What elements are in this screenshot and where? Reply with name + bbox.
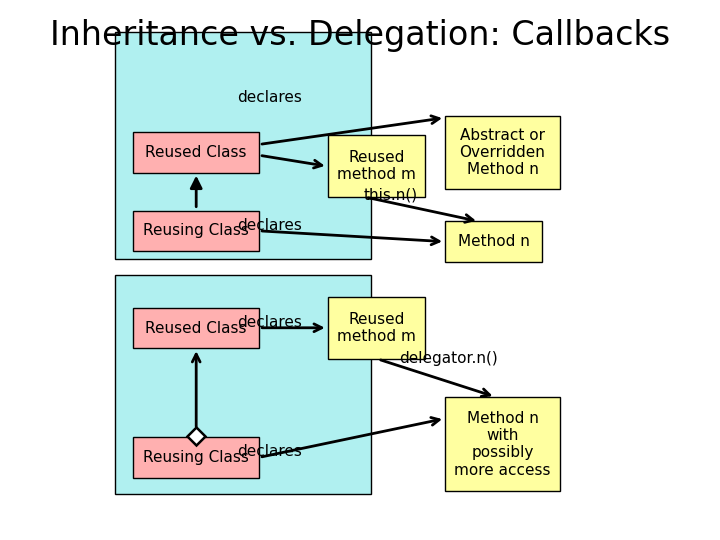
Text: Reused Class: Reused Class: [145, 321, 247, 335]
Text: Reused
method m: Reused method m: [337, 150, 415, 183]
Text: Method n
with
possibly
more access: Method n with possibly more access: [454, 410, 551, 478]
FancyBboxPatch shape: [445, 221, 542, 262]
Text: Reused Class: Reused Class: [145, 145, 247, 160]
FancyBboxPatch shape: [328, 297, 425, 359]
Text: delegator.n(): delegator.n(): [400, 350, 498, 366]
Text: declares: declares: [238, 218, 302, 233]
Text: declares: declares: [238, 444, 302, 460]
FancyBboxPatch shape: [133, 211, 259, 251]
Text: Reusing Class: Reusing Class: [143, 224, 249, 238]
Text: Method n: Method n: [458, 234, 529, 249]
Text: Inheritance vs. Delegation: Callbacks: Inheritance vs. Delegation: Callbacks: [50, 19, 670, 52]
FancyBboxPatch shape: [115, 32, 371, 259]
Text: declares: declares: [238, 90, 302, 105]
FancyBboxPatch shape: [328, 135, 425, 197]
FancyBboxPatch shape: [445, 116, 560, 189]
FancyBboxPatch shape: [133, 132, 259, 173]
FancyBboxPatch shape: [133, 437, 259, 478]
Text: Reused
method m: Reused method m: [337, 312, 415, 345]
Text: Abstract or
Overridden
Method n: Abstract or Overridden Method n: [459, 127, 546, 178]
Text: Reusing Class: Reusing Class: [143, 450, 249, 465]
FancyBboxPatch shape: [133, 308, 259, 348]
FancyBboxPatch shape: [115, 275, 371, 494]
Text: declares: declares: [238, 315, 302, 330]
Text: this.n(): this.n(): [364, 188, 418, 203]
FancyBboxPatch shape: [445, 397, 560, 491]
